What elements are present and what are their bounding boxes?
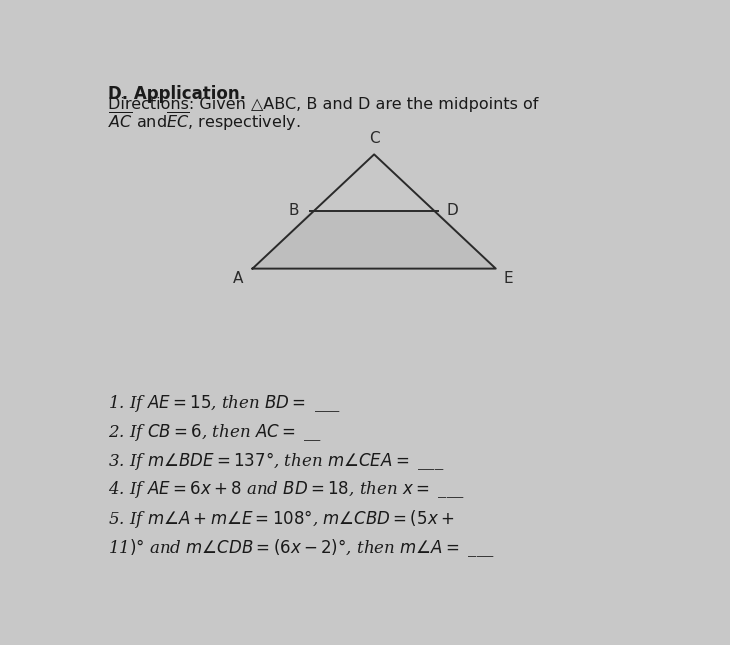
Text: $\overline{AC}$ and$\overline{EC}$, respectively.: $\overline{AC}$ and$\overline{EC}$, resp… bbox=[108, 110, 301, 133]
Text: 1. If $AE = 15$, then $BD =$ ___: 1. If $AE = 15$, then $BD =$ ___ bbox=[108, 393, 342, 414]
Text: 4. If $AE = 6x + 8$ and $BD = 18$, then $x =$ ___: 4. If $AE = 6x + 8$ and $BD = 18$, then … bbox=[108, 479, 465, 500]
Text: C: C bbox=[369, 131, 380, 146]
Text: D: D bbox=[447, 203, 458, 218]
Text: 5. If $m\angle A + m\angle E = 108°$, $m\angle CBD = (5x +$: 5. If $m\angle A + m\angle E = 108°$, $m… bbox=[108, 508, 455, 530]
Text: 11$)°$ and $m\angle CDB = (6x - 2)°$, then $m\angle A =$ ___: 11$)°$ and $m\angle CDB = (6x - 2)°$, th… bbox=[108, 537, 495, 559]
Text: E: E bbox=[503, 271, 512, 286]
Text: A: A bbox=[232, 271, 243, 286]
Text: 3. If $m\angle BDE = 137°$, then $m\angle CEA =$ ___: 3. If $m\angle BDE = 137°$, then $m\angl… bbox=[108, 450, 445, 472]
Text: Directions: Given △ABC, B and D are the midpoints of: Directions: Given △ABC, B and D are the … bbox=[108, 97, 539, 112]
Text: D. Application.: D. Application. bbox=[108, 85, 246, 103]
Polygon shape bbox=[253, 212, 496, 268]
Text: 2. If $CB = 6$, then $AC =$ __: 2. If $CB = 6$, then $AC =$ __ bbox=[108, 422, 323, 442]
Text: B: B bbox=[288, 203, 299, 218]
